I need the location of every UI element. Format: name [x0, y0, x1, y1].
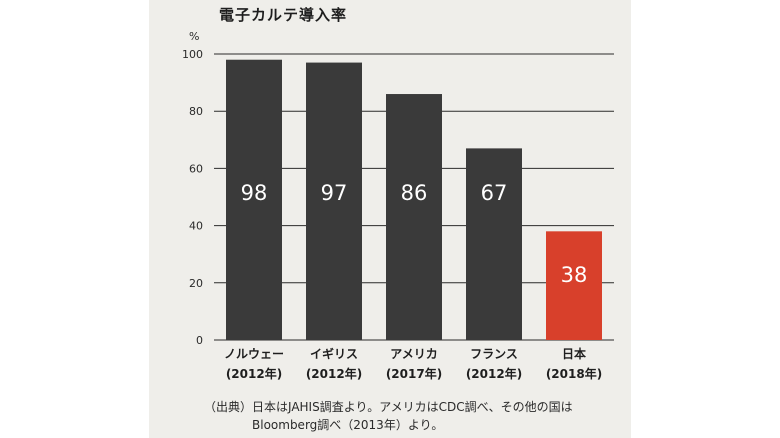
chart-title: 電子カルテ導入率 [219, 6, 348, 24]
category-label: フランス [470, 347, 518, 361]
bar [306, 62, 362, 341]
bar [386, 94, 442, 340]
bar-chart: 0 20 40 60 80 100 98 ノルウェー (2012年) 97 イギリス (2012年) 8… [182, 48, 614, 381]
bar-value-label: 38 [561, 263, 588, 287]
y-tick-label: 100 [182, 48, 203, 61]
bar [466, 148, 522, 340]
category-label: イギリス [310, 346, 358, 361]
bar-value-label: 98 [241, 181, 268, 205]
category-label: 日本 [562, 346, 586, 361]
category-label: アメリカ [390, 347, 437, 361]
category-year-label: (2012年) [306, 366, 362, 381]
chart-page: 電子カルテ導入率 % 0 20 40 60 80 100 98 ノルウェー (2012年) 97 イ… [149, 0, 631, 438]
category-year-label: (2017年) [386, 366, 442, 381]
bar [546, 231, 602, 340]
bar-value-label: 97 [321, 181, 348, 205]
y-tick-label: 0 [196, 334, 203, 347]
y-tick-label: 20 [189, 277, 203, 290]
bar-value-label: 67 [481, 181, 508, 205]
source-note: （出典）日本はJAHIS調査より。アメリカはCDC調べ、その他の国は Bloom… [204, 398, 624, 434]
bar-value-label: 86 [401, 181, 428, 205]
bar [226, 59, 282, 340]
source-line-1: （出典）日本はJAHIS調査より。アメリカはCDC調べ、その他の国は [204, 400, 573, 414]
category-label: ノルウェー [224, 347, 284, 361]
y-axis-unit: % [189, 30, 200, 43]
category-year-label: (2018年) [546, 366, 602, 381]
y-tick-label: 80 [189, 105, 203, 118]
category-year-label: (2012年) [466, 366, 522, 381]
source-line-2: Bloomberg調べ（2013年）より。 [252, 418, 444, 432]
y-tick-label: 60 [189, 162, 203, 175]
category-year-label: (2012年) [226, 366, 282, 381]
y-tick-label: 40 [189, 220, 203, 233]
